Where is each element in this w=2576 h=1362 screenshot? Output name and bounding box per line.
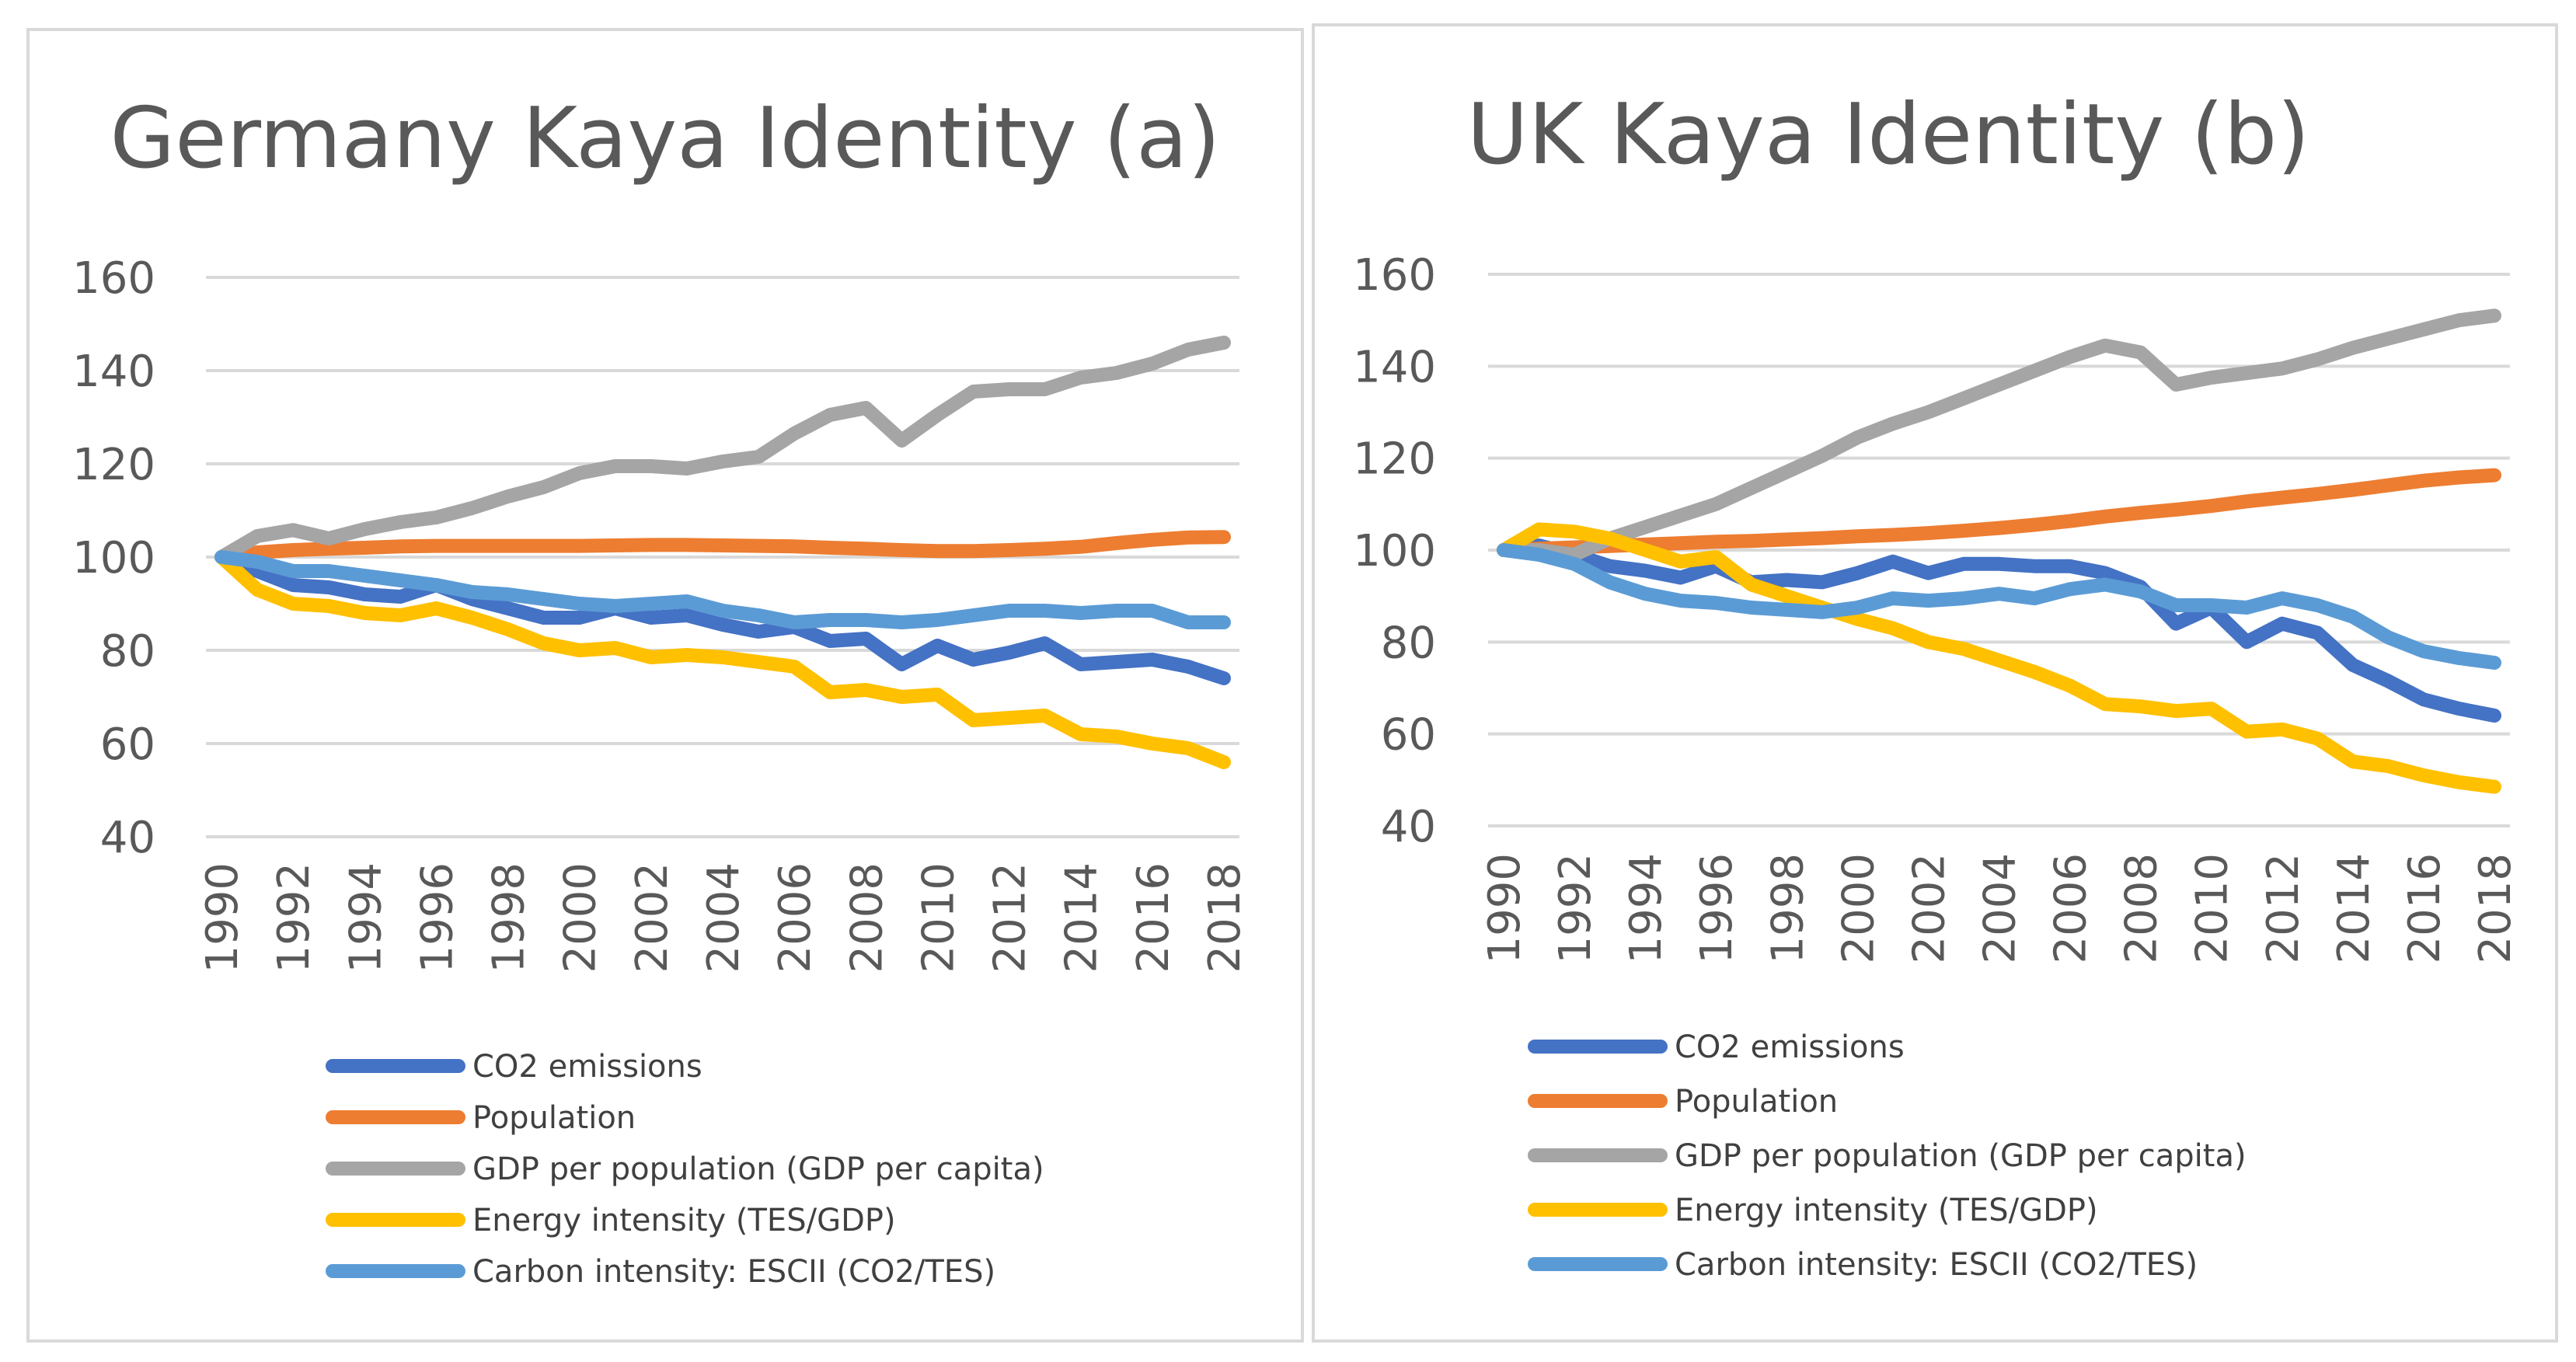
y-axis-tick-labels: 40 60 80 100 120 140 160 <box>72 253 155 863</box>
legend-label: Carbon intensity: ESCII (CO2/TES) <box>472 1254 995 1290</box>
x-tick-label: 1998 <box>1762 853 1813 964</box>
x-tick-label: 1994 <box>340 862 391 974</box>
x-tick-label: 2002 <box>1904 853 1954 964</box>
x-tick-label: 1992 <box>269 862 319 974</box>
x-tick-label: 2016 <box>1128 862 1179 974</box>
x-axis-tick-labels: 1990 1992 1994 1996 1998 2000 2002 2004 2006 2008… <box>197 862 1250 974</box>
x-tick-label: 1996 <box>412 862 462 974</box>
series-line-5 <box>1497 543 2501 670</box>
legend-label: CO2 emissions <box>1675 1029 1905 1065</box>
y-tick-label: 80 <box>1381 618 1436 668</box>
y-tick-label: 160 <box>72 253 155 304</box>
legend-label: Population <box>1675 1084 1838 1120</box>
chart-border <box>1312 23 2558 1343</box>
x-tick-label: 2008 <box>842 862 892 974</box>
x-tick-label: 2014 <box>1057 862 1107 974</box>
y-tick-label: 60 <box>100 719 155 770</box>
uk-chart-panel: UK Kaya Identity (b) 406080100120140160 … <box>1312 23 2558 1343</box>
legend-label: CO2 emissions <box>472 1049 702 1085</box>
y-axis-tick-labels: 40 60 80 100 120 140 160 <box>1353 250 1436 852</box>
series-line-1 <box>214 550 1231 685</box>
series-line-2 <box>1497 468 2501 557</box>
x-tick-label: 1998 <box>484 862 535 974</box>
series-lines <box>1497 308 2501 794</box>
legend-label: GDP per population (GDP per capita) <box>472 1151 1044 1187</box>
x-tick-label: 2016 <box>2400 853 2450 964</box>
chart-title: UK Kaya Identity (b) <box>1467 86 2310 183</box>
legend: CO2 emissions Population GDP per populatio… <box>326 1049 1044 1290</box>
y-tick-label: 40 <box>1381 802 1436 852</box>
y-tick-label: 160 <box>1353 250 1436 301</box>
legend-label: Carbon intensity: ESCII (CO2/TES) <box>1675 1247 2198 1283</box>
series-line-2 <box>214 530 1231 564</box>
y-tick-label: 140 <box>72 347 155 397</box>
y-tick-label: 140 <box>1353 342 1436 392</box>
y-tick-label: 100 <box>72 533 155 583</box>
x-tick-label: 1996 <box>1692 853 1742 964</box>
germany-chart-panel: Germany Kaya Identity (a) 40 60 80 100 120 14… <box>26 28 1304 1343</box>
legend-label: Energy intensity (TES/GDP) <box>1675 1193 2098 1228</box>
series-line-3 <box>1497 308 2501 562</box>
legend-label: GDP per population (GDP per capita) <box>1675 1138 2247 1174</box>
x-tick-label: 1994 <box>1621 853 1671 964</box>
x-tick-label: 2008 <box>2117 853 2167 964</box>
series-lines <box>214 336 1231 769</box>
x-tick-label: 2012 <box>2258 853 2309 964</box>
x-tick-label: 1990 <box>197 862 248 974</box>
legend-label: Energy intensity (TES/GDP) <box>472 1203 896 1238</box>
x-tick-label: 2012 <box>985 862 1036 974</box>
chart-border <box>26 28 1304 1343</box>
x-tick-label: 2018 <box>2470 853 2521 964</box>
series-line-4 <box>1497 522 2501 794</box>
x-tick-label: 1992 <box>1550 853 1601 964</box>
x-tick-label: 2014 <box>2329 853 2379 964</box>
x-tick-label: 2004 <box>699 862 749 974</box>
x-tick-label: 2010 <box>2187 853 2238 964</box>
chart-title: Germany Kaya Identity (a) <box>110 90 1221 187</box>
legend-label: Population <box>472 1100 636 1136</box>
series-line-3 <box>214 336 1231 564</box>
x-tick-label: 2006 <box>770 862 821 974</box>
x-tick-label: 2000 <box>1833 853 1884 964</box>
y-tick-label: 80 <box>100 626 155 677</box>
x-tick-label: 1990 <box>1480 853 1530 964</box>
series-line-4 <box>214 550 1231 769</box>
x-tick-label: 2018 <box>1200 862 1250 974</box>
y-tick-label: 120 <box>1353 434 1436 485</box>
x-tick-label: 2006 <box>2046 853 2097 964</box>
x-tick-label: 2010 <box>913 862 964 974</box>
y-tick-label: 100 <box>1353 526 1436 576</box>
x-tick-label: 2004 <box>1975 853 2026 964</box>
y-tick-label: 120 <box>72 440 155 490</box>
x-axis-tick-labels: 1990 1992 1994 1996 1998 2000 2002 2004 2006 2008… <box>1480 853 2521 964</box>
legend: CO2 emissions Population GDP per populatio… <box>1528 1029 2247 1283</box>
x-tick-label: 2002 <box>627 862 678 974</box>
x-tick-label: 2000 <box>556 862 606 974</box>
y-tick-label: 60 <box>1381 710 1436 761</box>
series-line-1 <box>1497 538 2501 723</box>
series-line-5 <box>214 550 1231 629</box>
y-tick-label: 40 <box>100 813 155 863</box>
